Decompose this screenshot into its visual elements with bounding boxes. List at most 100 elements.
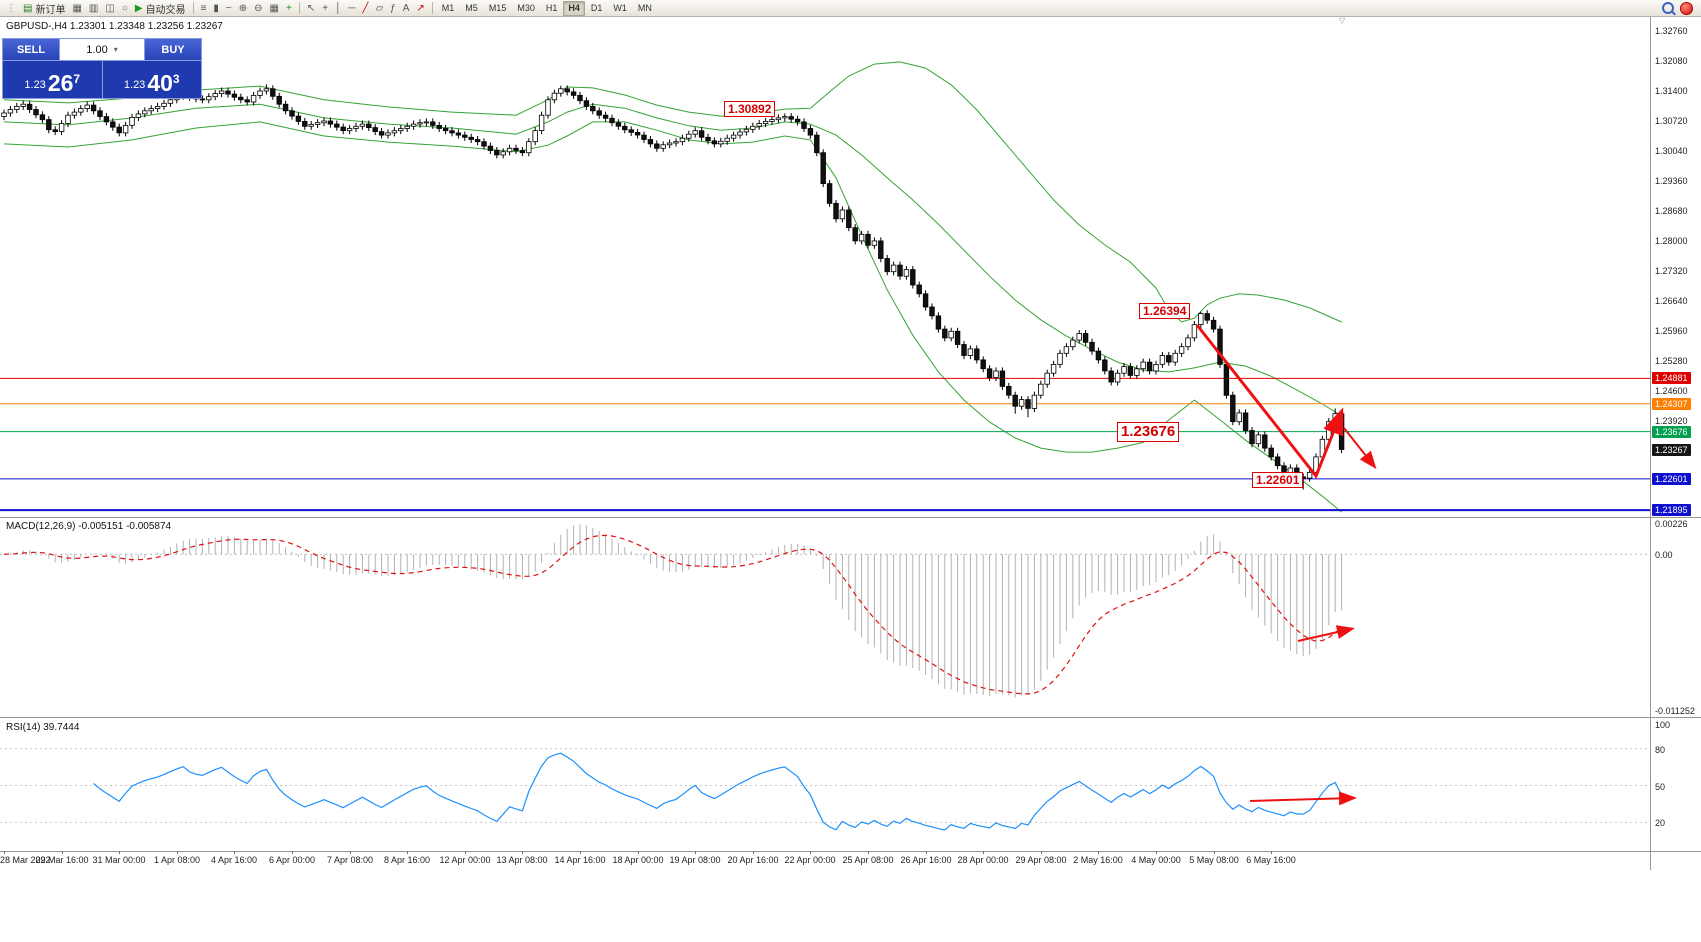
cursor-icon[interactable]: ↖ — [304, 1, 318, 16]
time-axis-label: 13 Apr 08:00 — [496, 855, 548, 865]
time-axis-tick — [753, 851, 754, 854]
rsi-indicator-canvas[interactable] — [0, 718, 1650, 851]
timeframe-button-D1[interactable]: D1 — [590, 2, 603, 13]
time-axis-tick — [638, 851, 639, 854]
lot-size-input[interactable]: 1.00 ▾ — [59, 39, 145, 60]
time-axis-tick — [62, 851, 63, 854]
panel-separator[interactable] — [0, 717, 1701, 718]
timeframe-button-M15[interactable]: M15 — [488, 2, 507, 13]
price-axis-label: 1.31400 — [1655, 86, 1688, 96]
time-axis-label: 6 Apr 00:00 — [268, 855, 316, 865]
price-callout-1.22601[interactable]: 1.22601 — [1252, 472, 1304, 488]
toolbar-separator — [192, 2, 194, 14]
timeframe-button-MN[interactable]: MN — [637, 2, 652, 13]
lot-size-value: 1.00 — [86, 43, 108, 56]
profiles-icon[interactable]: ▥ — [86, 1, 101, 16]
macd-axis-label: 0.00 — [1655, 550, 1673, 560]
timeframe-button-W1[interactable]: W1 — [613, 2, 627, 13]
price-axis-label: 1.23920 — [1655, 416, 1688, 426]
timeframe-button-M1[interactable]: M1 — [441, 2, 455, 13]
timeframe-button-H1[interactable]: H1 — [545, 2, 558, 13]
panel-separator[interactable] — [0, 851, 1701, 852]
buy-price-prefix: 1.23 — [123, 79, 146, 91]
trendline-icon[interactable]: ╱ — [359, 1, 371, 16]
macd-indicator-label: MACD(12,26,9) -0.005151 -0.005874 — [6, 521, 172, 532]
price-axis-label: 1.27320 — [1655, 266, 1688, 276]
sell-price[interactable]: 1.23 26 7 — [3, 61, 103, 99]
fibonacci-icon[interactable]: ƒ — [387, 1, 399, 16]
zoom-out-icon: ⊖ — [254, 2, 263, 14]
crosshair-icon[interactable]: + — [319, 1, 331, 16]
arrow-object-icon: ↗ — [416, 2, 425, 14]
time-axis-tick — [119, 851, 120, 854]
time-axis-label: 31 Mar 00:00 — [92, 855, 146, 865]
rsi-axis-label: 80 — [1655, 745, 1666, 755]
timeframe-button-H4[interactable]: H4 — [563, 0, 585, 16]
price-tag-1.22601: 1.22601 — [1652, 473, 1691, 485]
bar-chart-icon[interactable]: ≡ — [198, 1, 210, 16]
line-chart-icon[interactable]: ~ — [223, 1, 235, 16]
price-axis-label: 1.29360 — [1655, 176, 1688, 186]
autotrading-button[interactable]: ▶ 自动交易 — [132, 1, 189, 16]
toolbar-handle-icon[interactable]: ⋮ — [3, 1, 19, 16]
profiles-icon: ▥ — [88, 2, 99, 14]
buy-price[interactable]: 1.23 40 3 — [103, 61, 202, 99]
timeframe-button-M5[interactable]: M5 — [465, 2, 478, 13]
time-axis-label: 19 Apr 08:00 — [669, 855, 721, 865]
text-label-icon[interactable]: A — [400, 1, 413, 16]
horizontal-line-icon[interactable]: ─ — [345, 1, 358, 16]
macd-signal-line — [3, 534, 1342, 695]
price-axis-label: 1.25960 — [1655, 326, 1688, 336]
time-axis-label: 28 Apr 00:00 — [957, 855, 1009, 865]
sell-button[interactable]: SELL — [3, 39, 59, 60]
new-order-button[interactable]: ▤ 新订单 — [20, 1, 68, 16]
crosshair-icon: + — [322, 2, 329, 14]
time-axis-label: 4 May 00:00 — [1131, 855, 1181, 865]
new-order-button-label: 新订单 — [35, 4, 66, 16]
one-click-trading-panel: SELL 1.00 ▾ BUY 1.23 26 7 1.23 40 3 — [2, 38, 202, 99]
price-tag-1.24307: 1.24307 — [1652, 398, 1691, 410]
price-callout-1.23676[interactable]: 1.23676 — [1117, 422, 1180, 442]
time-axis-tick — [407, 851, 408, 854]
time-axis-tick — [1214, 851, 1215, 854]
search-icon[interactable] — [1662, 2, 1674, 14]
price-chart-canvas[interactable] — [0, 17, 1650, 517]
zoom-out-icon[interactable]: ⊖ — [251, 1, 265, 16]
macd-indicator-canvas[interactable] — [0, 518, 1650, 717]
zoom-in-icon[interactable]: ⊕ — [236, 1, 250, 16]
time-axis-tick — [522, 851, 523, 854]
candlestick-chart-icon[interactable]: ▮ — [210, 1, 222, 16]
price-axis-label: 1.28680 — [1655, 206, 1688, 216]
horizontal-line-icon: ─ — [348, 2, 356, 14]
time-axis-tick — [580, 851, 581, 854]
rsi-axis-label: 50 — [1655, 782, 1666, 792]
macd-axis-label: -0.011252 — [1655, 706, 1695, 716]
indicators-icon: + — [286, 2, 292, 14]
autotrading-button: ▶ — [134, 2, 143, 14]
arrow-object-icon[interactable]: ↗ — [413, 1, 427, 16]
lot-dropdown-icon[interactable]: ▾ — [113, 45, 118, 54]
price-axis-border — [1650, 17, 1651, 870]
price-callout-1.30892[interactable]: 1.30892 — [724, 101, 776, 117]
indicators-icon[interactable]: + — [283, 1, 295, 16]
price-tag-1.23267: 1.23267 — [1652, 444, 1691, 456]
panel-separator[interactable] — [0, 517, 1701, 518]
buy-button[interactable]: BUY — [145, 39, 201, 60]
vertical-line-icon[interactable]: │ — [332, 1, 344, 16]
time-axis-tick — [1098, 851, 1099, 854]
price-callout-1.26394[interactable]: 1.26394 — [1139, 303, 1191, 319]
time-axis-label: 18 Apr 00:00 — [612, 855, 664, 865]
rsi-axis-label: 100 — [1655, 720, 1671, 730]
tile-windows-icon[interactable]: ◫ — [102, 1, 117, 16]
text-label-icon: A — [402, 2, 410, 14]
rsi-line — [93, 752, 1343, 831]
time-axis-tick — [465, 851, 466, 854]
notification-badge-icon[interactable] — [1680, 1, 1693, 15]
time-axis-tick — [1271, 851, 1272, 854]
time-axis-label: 20 Apr 16:00 — [727, 855, 779, 865]
channel-icon[interactable]: ▱ — [372, 1, 386, 16]
grid-icon[interactable]: ▦ — [267, 1, 282, 16]
refresh-icon[interactable]: ○ — [119, 1, 131, 16]
timeframe-button-M30[interactable]: M30 — [517, 2, 535, 13]
open-chart-icon[interactable]: ▦ — [69, 1, 84, 16]
